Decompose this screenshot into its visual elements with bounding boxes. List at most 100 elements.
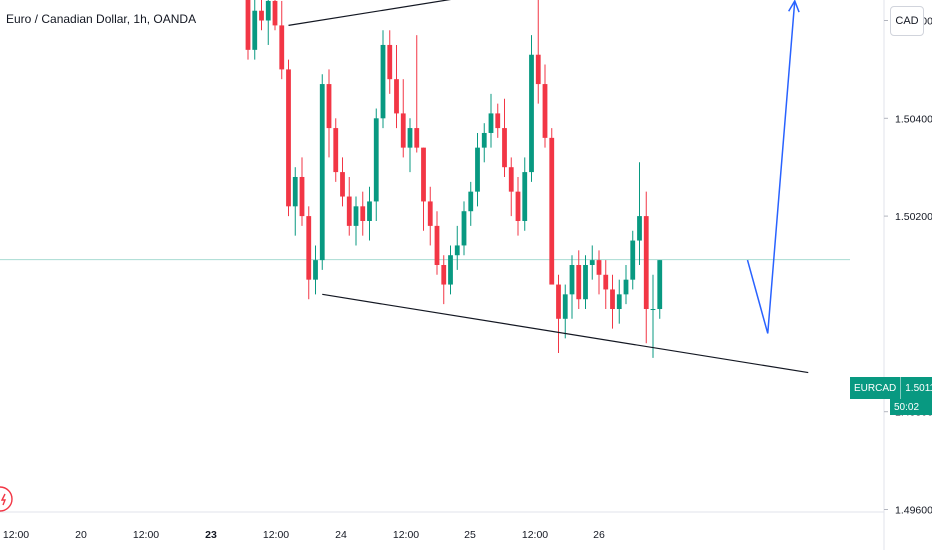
candle-body: [353, 206, 359, 226]
candle: [529, 35, 534, 182]
candle-body: [576, 265, 582, 300]
candle: [610, 274, 615, 329]
candle: [414, 35, 420, 153]
candle: [319, 74, 325, 270]
y-tick-label: 1.50200: [895, 211, 932, 223]
candle: [245, 0, 251, 60]
candle-body: [265, 0, 271, 21]
x-tick-label: 12:00: [522, 529, 548, 541]
candle: [502, 98, 507, 177]
x-tick-label: 12:00: [263, 529, 289, 541]
candle-body: [340, 172, 345, 197]
candle-body: [400, 113, 406, 148]
candle: [373, 108, 379, 221]
candle: [650, 274, 656, 358]
candle-body: [589, 260, 595, 265]
candle: [495, 103, 501, 138]
candle: [576, 250, 582, 310]
candle-body: [380, 44, 386, 119]
candle-body: [488, 113, 494, 133]
candle-body: [326, 84, 332, 129]
candle-body: [569, 265, 575, 295]
candle-body: [448, 255, 453, 285]
candle: [481, 123, 487, 163]
candle-body: [495, 113, 501, 129]
candle: [306, 206, 312, 300]
projection-arrowhead: [788, 0, 800, 13]
candle: [434, 211, 440, 275]
candle-body: [549, 137, 555, 285]
candle-body: [252, 10, 258, 50]
candle: [583, 255, 588, 310]
candle-body: [394, 79, 399, 114]
x-tick-label: 25: [464, 529, 476, 541]
candle: [549, 128, 555, 285]
candle: [556, 274, 561, 354]
bar-countdown: 50:02: [890, 399, 932, 415]
candle-body: [515, 191, 521, 221]
x-tick-label: 12:00: [133, 529, 159, 541]
candle: [326, 69, 332, 158]
candle: [292, 167, 298, 236]
candle-body: [616, 294, 622, 310]
candle: [272, 0, 278, 31]
candle-body: [279, 25, 285, 70]
candle: [353, 196, 359, 246]
candle-body: [630, 240, 636, 280]
candle-body: [461, 211, 467, 246]
candle: [448, 245, 453, 295]
candle-body: [292, 176, 298, 207]
candle-body: [434, 225, 440, 265]
currency-button[interactable]: CAD: [890, 6, 924, 36]
candle: [562, 284, 568, 339]
candle: [488, 93, 494, 148]
candle: [637, 162, 642, 265]
candle: [441, 255, 447, 305]
chart-title: Euro / Canadian Dollar, 1h, OANDA: [6, 12, 197, 26]
lower-trendline: [322, 293, 809, 374]
candle-body: [333, 128, 339, 173]
candle: [475, 132, 480, 207]
candle: [657, 260, 663, 319]
candle-body: [360, 206, 366, 221]
candle: [603, 260, 609, 310]
candle: [380, 30, 386, 129]
candle: [367, 186, 372, 241]
upper-trendline: [288, 0, 452, 26]
candle: [394, 44, 399, 129]
candle-body: [657, 260, 663, 310]
candle: [252, 0, 258, 60]
candle: [299, 157, 305, 226]
candle-body: [299, 176, 305, 217]
candle: [407, 118, 413, 173]
candle-body: [286, 69, 291, 207]
candle-body: [502, 128, 507, 168]
candle-body: [259, 10, 264, 21]
candle-body: [373, 118, 379, 202]
candle: [508, 157, 514, 217]
candle: [454, 225, 460, 270]
candle: [259, 0, 264, 31]
x-tick-label: 20: [75, 529, 87, 541]
tradingview-logo-icon[interactable]: [0, 486, 16, 512]
candle-body: [414, 128, 420, 148]
candle: [387, 30, 393, 94]
candle-body: [623, 279, 629, 295]
candle: [542, 64, 548, 148]
candle: [616, 279, 622, 324]
candle-body: [481, 132, 487, 148]
last-price-tag: EURCAD 1.50111: [850, 377, 932, 399]
candle: [468, 181, 474, 226]
projection-path: [746, 0, 796, 334]
candle-body: [441, 265, 447, 285]
candle-body: [643, 216, 649, 310]
candle-body: [650, 309, 656, 311]
candle-body: [367, 201, 372, 221]
candle-body: [407, 128, 413, 148]
y-tick-label: 1.49600: [895, 505, 932, 517]
x-tick-label: 23: [205, 529, 217, 541]
candle: [596, 250, 602, 295]
candle: [286, 59, 291, 217]
candle-body: [346, 196, 352, 226]
